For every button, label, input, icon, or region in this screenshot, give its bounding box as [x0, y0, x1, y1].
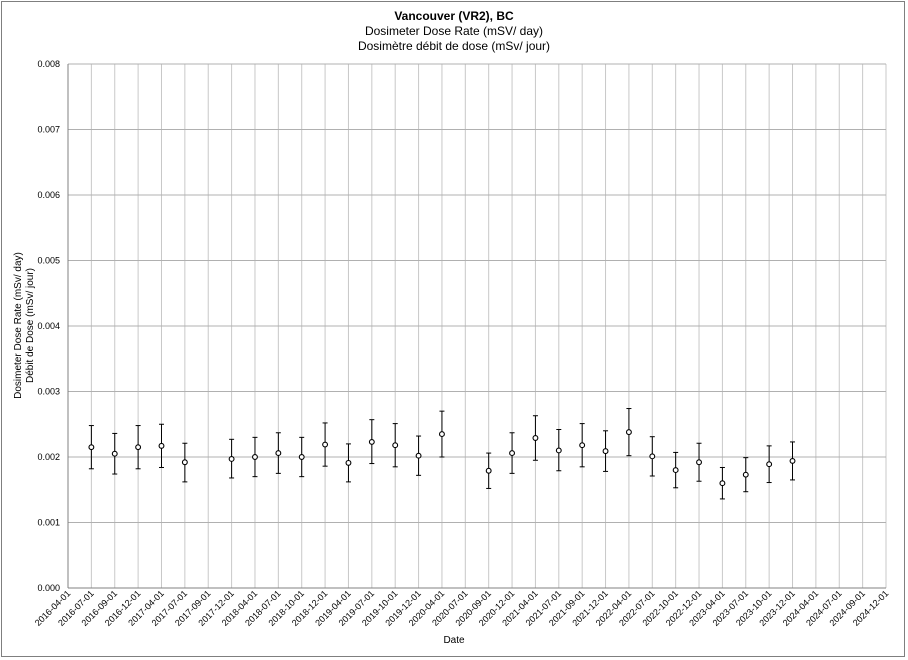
data-point	[555, 447, 562, 454]
y-tick-label: 0.000	[37, 583, 60, 593]
data-point	[532, 435, 539, 441]
chart-subtitle-fr: Dosimètre débit de dose (mSv/ jour)	[357, 39, 551, 53]
data-point	[88, 444, 95, 451]
y-tick-label: 0.002	[37, 452, 60, 462]
y-tick-label: 0.005	[37, 256, 60, 266]
data-point	[111, 450, 118, 457]
data-point	[766, 461, 773, 468]
y-tick-label: 0.004	[37, 321, 60, 331]
y-tick-label: 0.007	[37, 125, 60, 135]
data-point	[509, 450, 516, 457]
data-point	[696, 459, 702, 466]
data-point	[672, 467, 679, 474]
data-point	[228, 456, 235, 462]
data-point	[649, 453, 656, 460]
data-point	[252, 454, 258, 460]
data-point	[158, 442, 165, 449]
data-point	[415, 452, 422, 459]
data-point	[625, 429, 632, 436]
y-tick-label: 0.008	[37, 59, 60, 69]
data-point	[181, 459, 188, 466]
data-point	[135, 444, 142, 451]
data-point	[298, 454, 305, 460]
data-point	[602, 448, 609, 455]
y-axis-label-en: Dosimeter Dose Rate (mSv/ day)	[12, 251, 24, 399]
data-point	[392, 442, 399, 449]
data-point	[275, 450, 282, 457]
chart-title: Vancouver (VR2), BC	[394, 9, 514, 23]
y-axis-label-fr: Débit de Dose (mSv/ jour)	[24, 267, 36, 383]
data-point	[322, 441, 329, 448]
x-axis-label: Date	[443, 635, 465, 646]
y-tick-label: 0.001	[37, 518, 60, 528]
data-point	[438, 431, 445, 438]
y-tick-label: 0.006	[37, 190, 60, 200]
data-point	[485, 467, 492, 474]
data-point	[742, 471, 749, 478]
data-point	[579, 442, 586, 449]
data-point	[368, 438, 375, 445]
y-tick-label: 0.003	[37, 387, 60, 397]
data-point	[345, 459, 352, 466]
data-point	[789, 457, 796, 464]
chart-subtitle-en: Dosimeter Dose Rate (mSV/ day)	[364, 24, 544, 38]
data-point	[719, 480, 726, 487]
